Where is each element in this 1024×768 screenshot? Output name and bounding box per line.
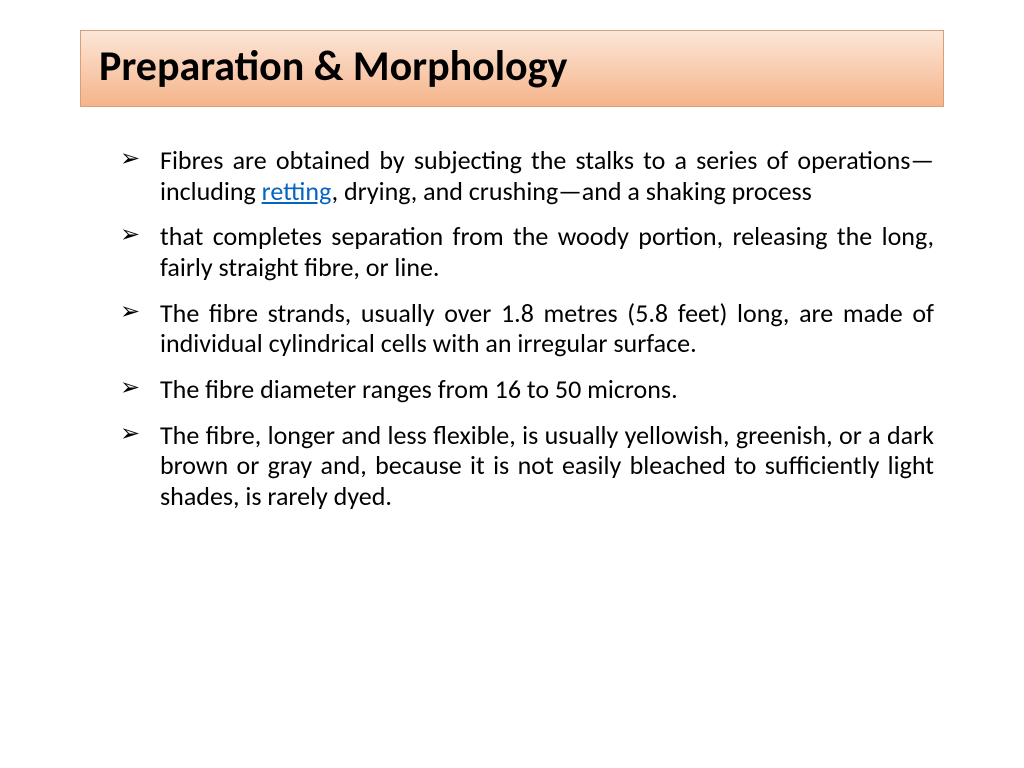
- slide-title: Preparation & Morphology: [99, 41, 925, 92]
- bullet-item: Fibres are obtained by subjecting the st…: [120, 145, 934, 206]
- bullet-item: The fibre diameter ranges from 16 to 50 …: [120, 374, 934, 405]
- bullet-item: that completes separation from the woody…: [120, 221, 934, 282]
- bullet-text-post: , drying, and crushing—and a shaking pro…: [332, 175, 812, 207]
- bullet-text: that completes separation from the woody…: [160, 220, 934, 283]
- bullet-text: The fibre, longer and less flexible, is …: [160, 419, 934, 512]
- bullet-text: The fibre diameter ranges from 16 to 50 …: [160, 373, 678, 405]
- bullet-item: The fibre strands, usually over 1.8 metr…: [120, 298, 934, 359]
- retting-link[interactable]: retting: [262, 175, 332, 207]
- bullet-item: The fibre, longer and less flexible, is …: [120, 420, 934, 512]
- slide: Preparation & Morphology Fibres are obta…: [0, 0, 1024, 768]
- bullet-text: The fibre strands, usually over 1.8 metr…: [160, 297, 934, 360]
- content-area: Fibres are obtained by subjecting the st…: [80, 145, 944, 512]
- title-box: Preparation & Morphology: [80, 30, 944, 107]
